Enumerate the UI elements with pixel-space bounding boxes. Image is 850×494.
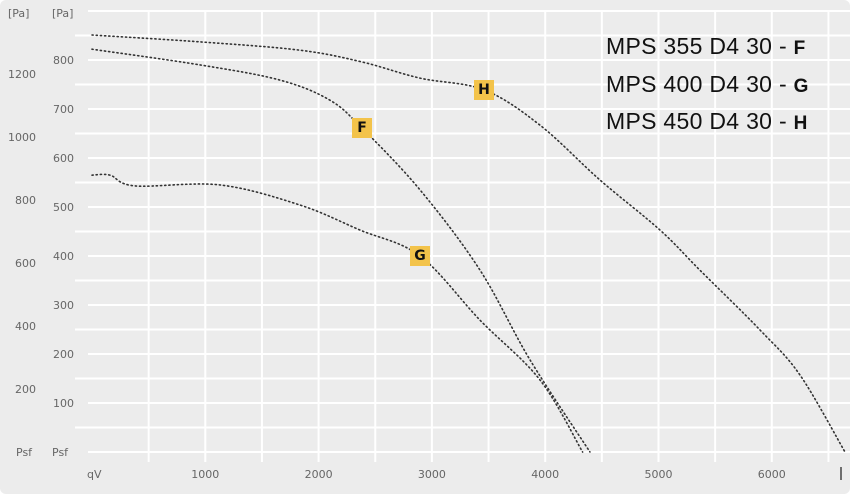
curve-h	[91, 34, 846, 453]
x-tick-label: 1000	[191, 468, 219, 481]
y-tick-label: 700	[53, 103, 74, 116]
x-tick-label: 3000	[418, 468, 446, 481]
y-tick-label: 600	[53, 152, 74, 165]
legend-entry-h: MPS 450 D4 30 - H	[606, 108, 808, 134]
x-axis-label: qV	[87, 468, 102, 481]
curve-label-h: H	[474, 79, 495, 100]
curve-g	[91, 173, 584, 453]
x-tick-label: 5000	[645, 468, 673, 481]
y-tick-label-secondary: 1200	[8, 68, 36, 81]
y-tick-label-secondary: 600	[15, 257, 36, 270]
curve-label-g: G	[410, 246, 430, 266]
y-tick-label-secondary: 1000	[8, 131, 36, 144]
y-zero-label: Psf	[52, 446, 69, 459]
y-tick-label-secondary: 400	[15, 320, 36, 333]
x-tick-label: 2000	[305, 468, 333, 481]
y-zero-label-secondary: Psf	[16, 446, 33, 459]
y-axis-unit: [Pa]	[52, 7, 73, 20]
y-tick-label: 500	[53, 201, 74, 214]
legend-entry-f: MPS 355 D4 30 - F	[606, 33, 806, 59]
x-tick-label: 4000	[531, 468, 559, 481]
y-axis-unit-secondary: [Pa]	[8, 7, 29, 20]
y-tick-label-secondary: 200	[15, 383, 36, 396]
y-tick-label: 300	[53, 299, 74, 312]
y-tick-label-secondary: 800	[15, 194, 36, 207]
y-tick-label: 400	[53, 250, 74, 263]
y-tick-label: 800	[53, 54, 74, 67]
legend-entry-g: MPS 400 D4 30 - G	[606, 71, 809, 97]
curve-label-f: F	[351, 118, 372, 139]
y-tick-label: 100	[53, 397, 74, 410]
x-tick-label: 6000	[758, 468, 786, 481]
curve-f	[91, 48, 591, 453]
y-tick-label: 200	[53, 348, 74, 361]
